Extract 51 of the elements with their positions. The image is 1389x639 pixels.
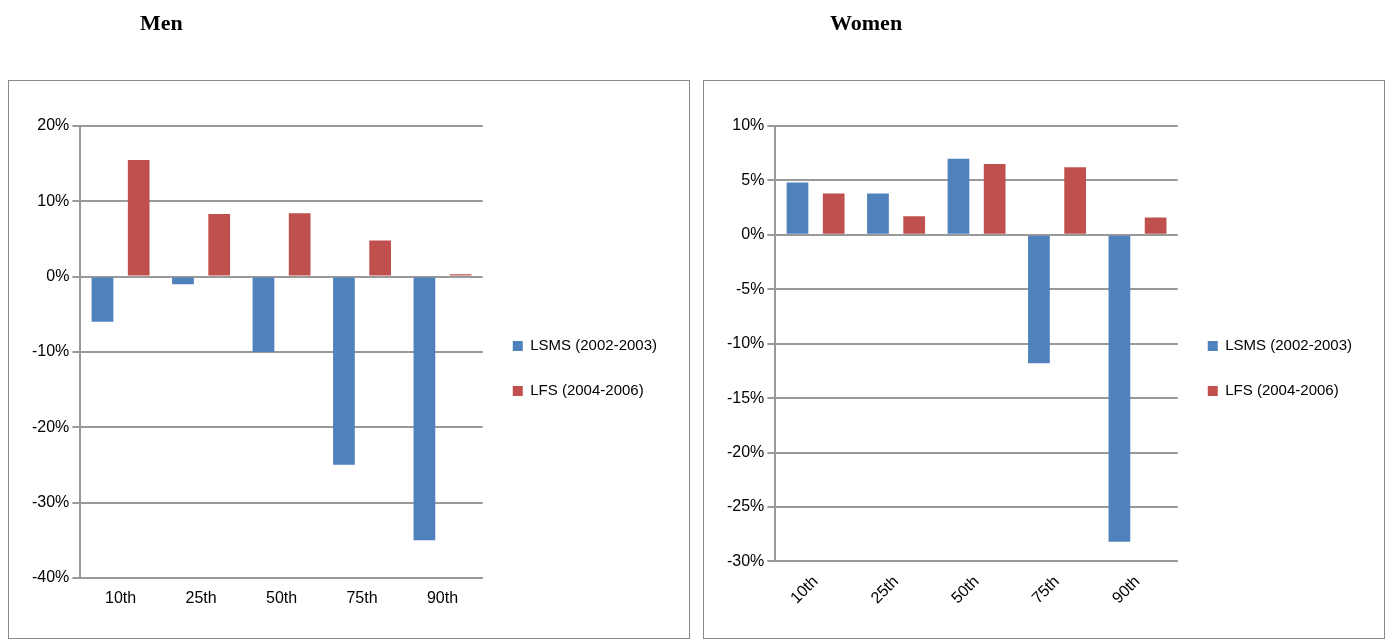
bar bbox=[1064, 167, 1087, 234]
legend-label: LFS (2004-2006) bbox=[530, 381, 644, 399]
y-tick-label: -15% bbox=[726, 388, 765, 406]
bar bbox=[867, 193, 889, 234]
y-tick-label: 0% bbox=[741, 225, 765, 243]
bar bbox=[413, 277, 436, 541]
y-tick-label: 0% bbox=[46, 267, 70, 285]
x-tick-label: 50th bbox=[947, 572, 982, 607]
bar bbox=[1028, 235, 1050, 364]
bar bbox=[208, 214, 231, 276]
x-tick-label: 50th bbox=[265, 588, 298, 606]
chart-title: Women bbox=[830, 10, 903, 36]
y-tick-label: -30% bbox=[726, 551, 765, 569]
bar bbox=[252, 277, 275, 352]
x-tick-label: 25th bbox=[185, 588, 217, 606]
y-tick-label: -25% bbox=[726, 497, 765, 515]
x-tick-label: 90th bbox=[426, 588, 459, 606]
x-tick-label: 25th bbox=[867, 572, 902, 607]
bar bbox=[127, 159, 150, 276]
bar bbox=[91, 277, 114, 322]
x-tick-label: 10th bbox=[105, 588, 137, 606]
bar bbox=[822, 193, 845, 234]
y-tick-label: 10% bbox=[732, 116, 765, 134]
bar bbox=[172, 277, 194, 285]
bar bbox=[1144, 217, 1167, 234]
bar bbox=[333, 277, 355, 465]
legend-label: LSMS (2002-2003) bbox=[530, 336, 658, 354]
bar bbox=[947, 158, 970, 234]
bar bbox=[288, 213, 311, 276]
y-tick-label: -20% bbox=[726, 442, 765, 460]
bar bbox=[983, 164, 1006, 234]
y-tick-label: -40% bbox=[31, 568, 70, 586]
chart-title: Men bbox=[140, 10, 183, 36]
y-tick-label: 5% bbox=[741, 170, 765, 188]
bar bbox=[903, 216, 926, 234]
x-tick-label: 10th bbox=[786, 572, 821, 607]
bar bbox=[786, 182, 809, 234]
y-tick-label: -30% bbox=[31, 492, 70, 510]
x-tick-label: 90th bbox=[1108, 572, 1143, 607]
x-tick-label: 75th bbox=[346, 588, 378, 606]
legend-label: LFS (2004-2006) bbox=[1225, 381, 1339, 399]
y-tick-label: 10% bbox=[37, 191, 70, 209]
bar bbox=[369, 240, 392, 276]
y-tick-label: -10% bbox=[31, 342, 70, 360]
x-tick-label: 75th bbox=[1028, 572, 1063, 607]
y-tick-label: 20% bbox=[37, 116, 70, 134]
y-tick-label: -10% bbox=[726, 334, 765, 352]
bar bbox=[1108, 235, 1131, 542]
y-tick-label: -5% bbox=[735, 279, 765, 297]
y-tick-label: -20% bbox=[31, 417, 70, 435]
legend-label: LSMS (2002-2003) bbox=[1225, 336, 1353, 354]
